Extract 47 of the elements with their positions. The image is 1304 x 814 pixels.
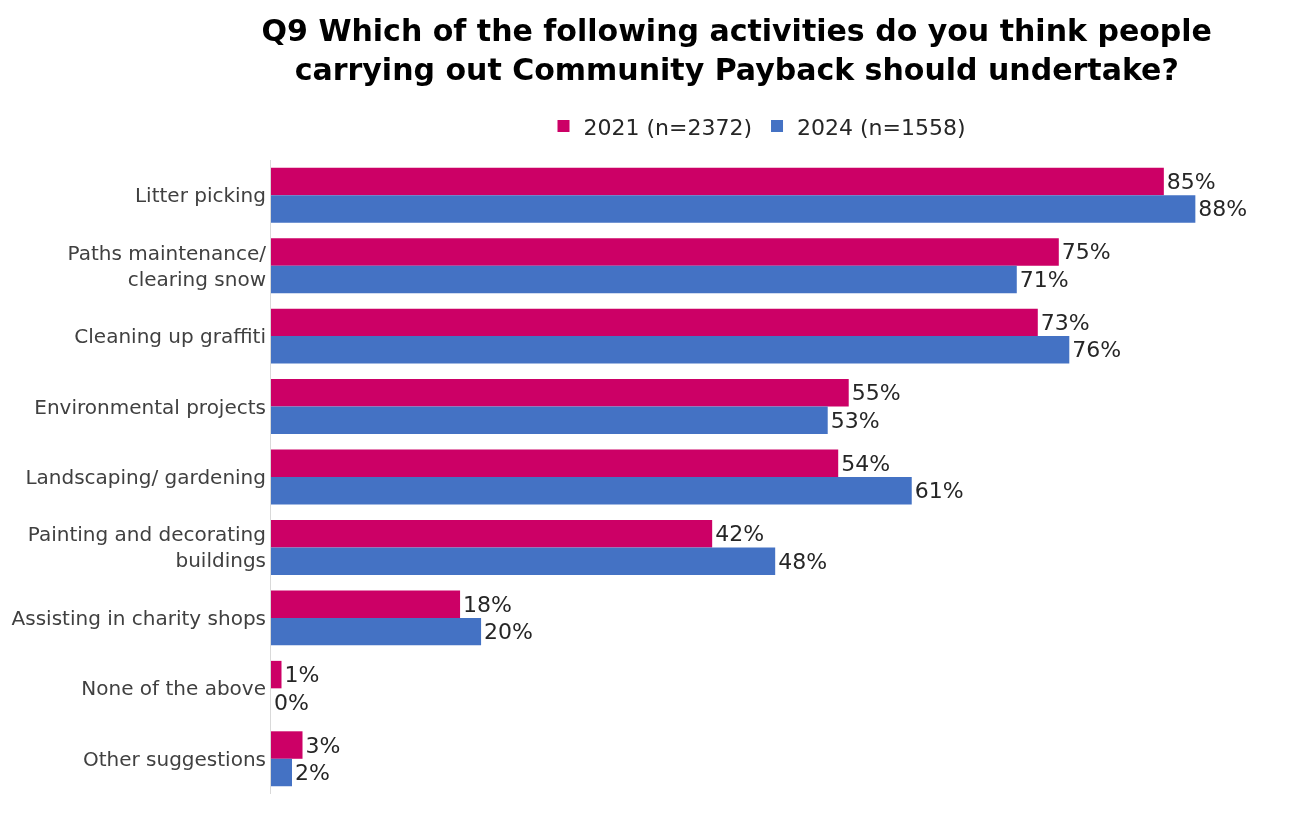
data-label: 61% (914, 478, 964, 504)
data-label: 75% (1061, 239, 1111, 265)
data-label: 76% (1072, 337, 1122, 363)
y-tick-label: Landscaping/ gardening (25, 465, 266, 489)
legend-label: 2021 (n=2372) (583, 114, 753, 140)
bar (271, 617, 482, 646)
bar (271, 195, 1196, 223)
data-label: 71% (1019, 266, 1069, 292)
y-tick-label: Other suggestions (82, 746, 266, 771)
data-label: 54% (841, 450, 891, 476)
bar (271, 167, 1164, 196)
legend-label: 2024 (n=1558) (797, 114, 966, 140)
data-label: 55% (851, 380, 901, 406)
y-tick-label: Painting and decorating buildings (27, 522, 266, 573)
y-tick-label: None of the above (81, 676, 266, 701)
data-label: 53% (830, 407, 880, 433)
data-label: 20% (484, 619, 533, 645)
data-label: 73% (1040, 309, 1090, 335)
data-label: 85% (1166, 168, 1216, 194)
chart-title: Q9 Which of the following activities do you think people carrying out Community Payback should undertake? (261, 12, 1212, 87)
bar (271, 477, 912, 505)
data-label: 3% (305, 732, 341, 758)
data-label: 1% (284, 662, 320, 688)
bar (271, 519, 713, 548)
data-label: 42% (715, 521, 765, 547)
bar (271, 660, 282, 689)
bar (271, 379, 849, 407)
bar (271, 449, 839, 477)
data-label: 88% (1198, 196, 1248, 222)
y-tick-label: Environmental projects (34, 394, 266, 419)
bar (271, 547, 776, 575)
y-tick-label: Paths maintenance/ clearing snow (67, 240, 267, 291)
data-label: 2% (295, 760, 330, 786)
bar (271, 336, 1070, 364)
bar (271, 758, 293, 787)
bar (271, 406, 828, 435)
data-label: 48% (778, 548, 828, 574)
bar (271, 590, 461, 618)
data-label: 0% (274, 689, 309, 715)
data-label: 18% (463, 591, 512, 617)
bar (271, 265, 1017, 294)
y-tick-label: Assisting in charity shops (11, 605, 266, 630)
bar (271, 731, 303, 759)
y-tick-label: Litter picking (134, 183, 266, 208)
bar (271, 308, 1038, 337)
bar (271, 238, 1059, 266)
y-tick-label: Cleaning up graffiti (74, 324, 266, 349)
